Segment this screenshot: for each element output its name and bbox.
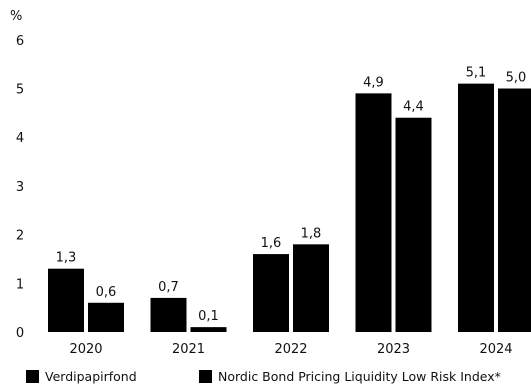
bar xyxy=(253,254,289,332)
y-tick-label: 2 xyxy=(16,229,24,244)
bar-value-label: 1,8 xyxy=(301,226,322,241)
bar xyxy=(48,268,84,332)
y-tick-label: 3 xyxy=(16,180,24,195)
bar xyxy=(150,297,187,332)
bar xyxy=(458,83,494,332)
bar xyxy=(293,244,329,332)
bar-chart: % 0 1 2 3 4 5 6 1,3 0,7 1,6 4,9 5,1 0,6 0,1 1,8 4,4 5,0 20… xyxy=(10,9,531,357)
y-tick-label: 0 xyxy=(16,326,24,341)
bar-value-label: 5,0 xyxy=(506,71,527,86)
legend: Verdipapirfond Nordic Bond Pricing Liqui… xyxy=(0,369,531,387)
bar-value-label: 4,4 xyxy=(403,100,424,115)
bar xyxy=(498,88,531,332)
legend-swatch-series-1 xyxy=(26,370,39,383)
bar-value-label: 4,9 xyxy=(363,75,384,90)
bar xyxy=(190,327,227,332)
bar xyxy=(88,302,124,332)
x-tick-label: 2020 xyxy=(69,342,102,357)
bar-value-label: 1,6 xyxy=(261,236,282,251)
bar-value-label: 5,1 xyxy=(466,66,487,81)
y-tick-label: 4 xyxy=(16,131,24,146)
bar-value-label: 0,7 xyxy=(158,280,179,295)
bar-value-label: 0,6 xyxy=(96,285,117,300)
bar-value-label: 1,3 xyxy=(56,251,77,266)
legend-label-series-2: Nordic Bond Pricing Liquidity Low Risk I… xyxy=(218,369,501,384)
legend-swatch-series-2 xyxy=(199,370,212,383)
legend-label-series-1: Verdipapirfond xyxy=(45,369,137,384)
x-tick-label: 2023 xyxy=(377,342,410,357)
y-tick-label: 5 xyxy=(16,83,24,98)
x-tick-label: 2021 xyxy=(172,342,205,357)
y-axis-unit-label: % xyxy=(10,9,22,24)
legend-item-series-2: Nordic Bond Pricing Liquidity Low Risk I… xyxy=(199,369,501,384)
x-tick-label: 2024 xyxy=(479,342,512,357)
bar xyxy=(355,93,392,333)
bar xyxy=(395,117,432,332)
y-tick-label: 6 xyxy=(16,34,24,49)
legend-item-series-1: Verdipapirfond xyxy=(26,369,137,384)
bar-value-label: 0,1 xyxy=(198,309,219,324)
x-tick-label: 2022 xyxy=(274,342,307,357)
y-tick-label: 1 xyxy=(16,277,24,292)
